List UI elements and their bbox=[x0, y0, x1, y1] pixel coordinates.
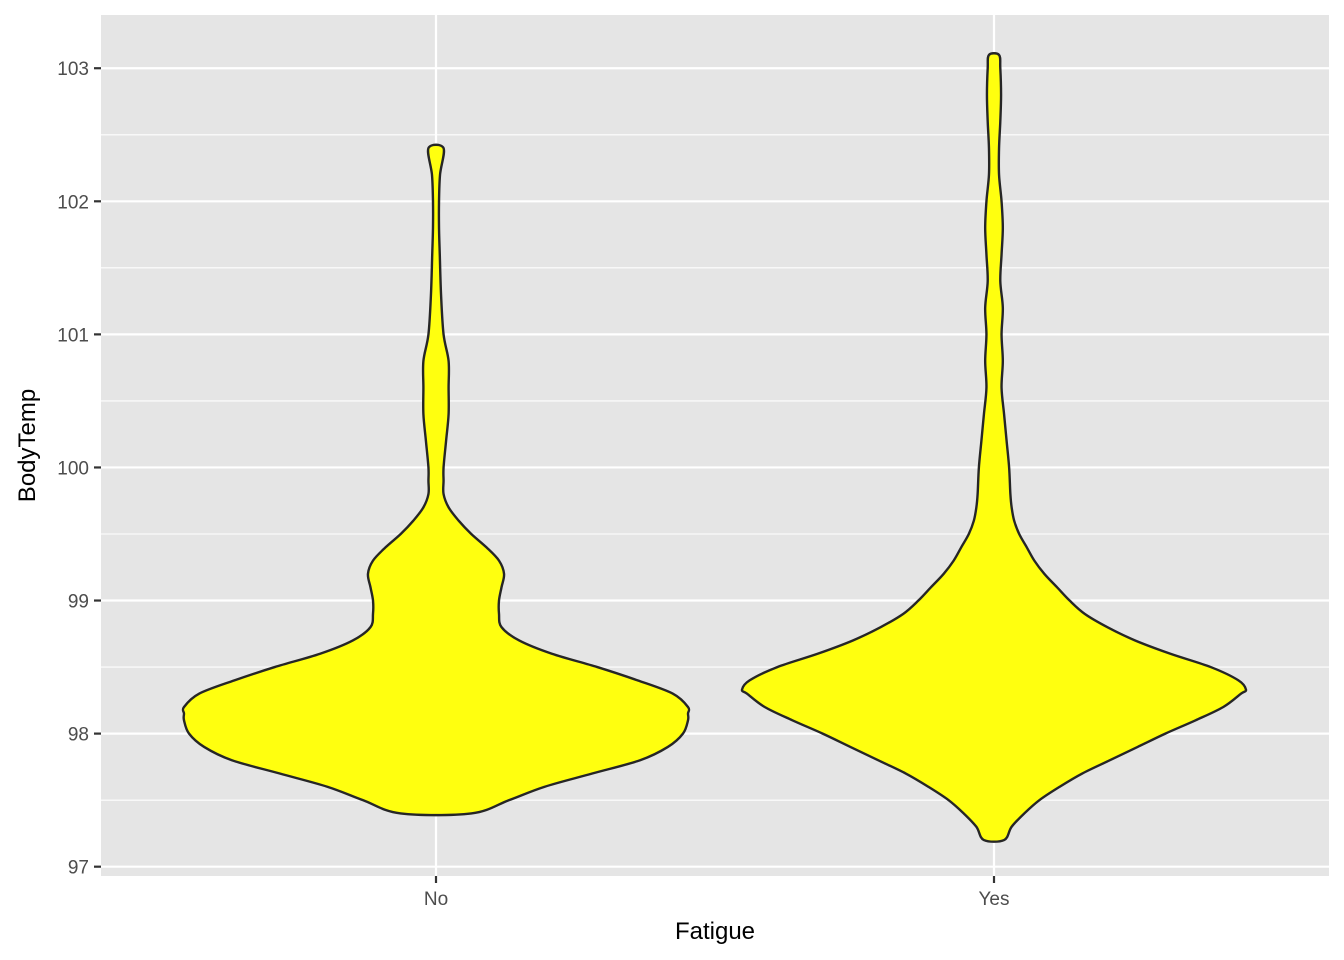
violin-no bbox=[181, 143, 691, 817]
x-axis-title: Fatigue bbox=[675, 918, 755, 945]
x-axis: No Yes bbox=[424, 876, 1010, 910]
y-tick-label: 102 bbox=[57, 192, 89, 213]
y-tick-label: 103 bbox=[57, 59, 89, 80]
violin-yes bbox=[740, 52, 1248, 843]
y-axis-title: BodyTemp bbox=[14, 389, 41, 502]
x-tick-label: No bbox=[424, 889, 448, 910]
y-tick-label: 100 bbox=[57, 458, 89, 479]
y-tick-label: 97 bbox=[68, 858, 89, 879]
y-tick-label: 101 bbox=[57, 325, 89, 346]
x-tick-label: Yes bbox=[979, 889, 1010, 910]
y-tick-label: 98 bbox=[68, 725, 89, 746]
y-tick-label: 99 bbox=[68, 592, 89, 613]
violins bbox=[181, 52, 1248, 843]
y-axis: 97 98 99 100 101 102 103 bbox=[57, 59, 101, 879]
